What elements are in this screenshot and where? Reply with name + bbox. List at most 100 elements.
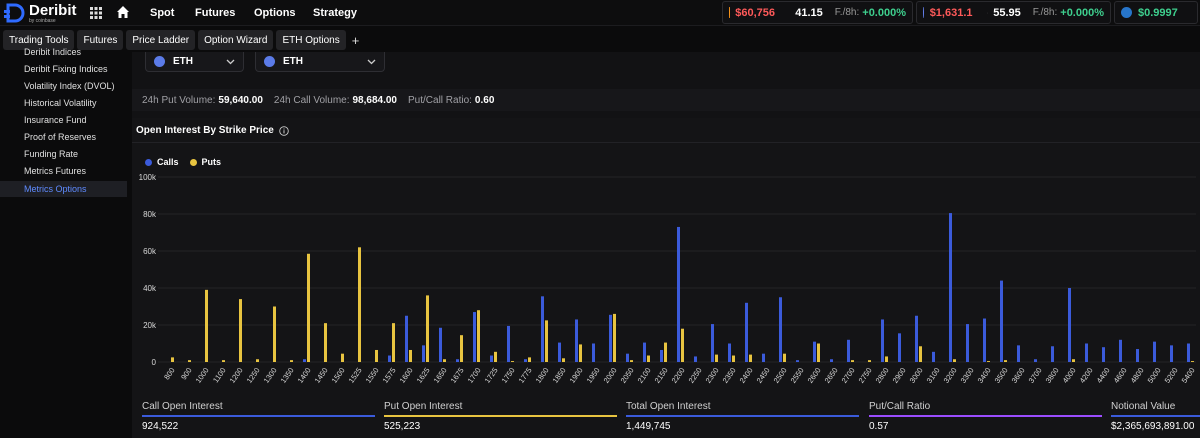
call-volume-value: 98,684.00 bbox=[352, 94, 398, 106]
call-bar bbox=[1102, 347, 1105, 362]
x-tick-label: 3400 bbox=[976, 366, 993, 384]
nav-strategy[interactable]: Strategy bbox=[313, 7, 358, 19]
sidebar-item-deribit-indices[interactable]: Deribit Indices bbox=[24, 47, 82, 57]
x-tick-label: 2400 bbox=[738, 366, 755, 384]
call-bar bbox=[898, 333, 901, 362]
y-tick-label: 100k bbox=[139, 173, 157, 182]
put-bar bbox=[953, 359, 956, 362]
call-bar bbox=[524, 359, 527, 362]
add-tab-icon[interactable]: + bbox=[351, 32, 360, 48]
put-bar bbox=[426, 295, 429, 362]
apps-grid-icon[interactable] bbox=[90, 7, 102, 19]
x-tick-label: 1725 bbox=[483, 366, 500, 384]
put-bar bbox=[1191, 361, 1194, 362]
tab-trading-tools[interactable]: Trading Tools bbox=[3, 30, 75, 50]
x-tick-label: 3700 bbox=[1027, 366, 1044, 384]
chevron-down-icon bbox=[226, 59, 235, 65]
put-bar bbox=[1072, 359, 1075, 362]
call-bar bbox=[966, 324, 969, 362]
put-bar bbox=[324, 323, 327, 362]
put-bar bbox=[868, 360, 871, 362]
sidebar-item-proof-of-reserves[interactable]: Proof of Reserves bbox=[24, 132, 97, 142]
deribit-logo[interactable]: Deribit by coinbase bbox=[4, 2, 77, 24]
put-bar bbox=[1004, 360, 1007, 362]
legend-puts-label[interactable]: Puts bbox=[201, 157, 222, 167]
nav-futures[interactable]: Futures bbox=[195, 7, 236, 19]
x-tick-label: 5400 bbox=[1180, 366, 1197, 384]
call-bar bbox=[422, 345, 425, 362]
btc-dvol: 41.15 bbox=[795, 6, 823, 19]
call-bar bbox=[1187, 343, 1190, 362]
sidebar-item-metrics-options[interactable]: Metrics Options bbox=[0, 181, 127, 197]
legend-puts-dot bbox=[189, 158, 197, 166]
y-tick-label: 40k bbox=[143, 284, 157, 293]
call-bar bbox=[745, 302, 748, 362]
tab-eth-options[interactable]: ETH Options bbox=[276, 30, 346, 50]
btc-funding-label: F./8h: bbox=[834, 7, 860, 18]
put-bar bbox=[477, 310, 480, 362]
nav-spot[interactable]: Spot bbox=[150, 7, 175, 19]
currency-select-1[interactable]: ETH bbox=[145, 52, 244, 72]
stat-notional-value: Notional Value $2,365,693,891.00 bbox=[1101, 398, 1200, 438]
stat-value: 0.57 bbox=[869, 421, 889, 432]
x-tick-label: 2300 bbox=[704, 366, 721, 384]
btc-price: $60,756 bbox=[735, 6, 775, 19]
btc-funding-rate: +0.000% bbox=[862, 6, 906, 19]
info-icon[interactable] bbox=[279, 125, 289, 136]
put-bar bbox=[783, 353, 786, 362]
btc-ticker[interactable]: $60,756 41.15 F./8h: +0.000% bbox=[722, 1, 913, 24]
x-tick-label: 3100 bbox=[925, 366, 942, 384]
home-icon[interactable] bbox=[116, 5, 130, 19]
currency-select-2[interactable]: ETH bbox=[255, 52, 385, 72]
call-bar bbox=[1000, 280, 1003, 362]
x-tick-label: 2750 bbox=[857, 366, 874, 384]
tab-option-wizard[interactable]: Option Wizard bbox=[198, 30, 274, 50]
put-bar bbox=[885, 356, 888, 362]
sidebar-item-dvol[interactable]: Volatility Index (DVOL) bbox=[24, 81, 115, 91]
nav-options[interactable]: Options bbox=[254, 7, 296, 19]
stat-label: Notional Value bbox=[1111, 401, 1176, 412]
x-tick-label: 2800 bbox=[874, 366, 891, 384]
x-tick-label: 2900 bbox=[891, 366, 908, 384]
tab-price-ladder[interactable]: Price Ladder bbox=[126, 30, 196, 50]
put-volume-label: 24h Put Volume: bbox=[142, 94, 216, 106]
sidebar-item-historical-volatility[interactable]: Historical Volatility bbox=[24, 98, 97, 108]
sidebar-item-insurance-fund[interactable]: Insurance Fund bbox=[24, 115, 87, 125]
call-bar bbox=[915, 315, 918, 362]
call-bar bbox=[1153, 341, 1156, 362]
call-bar bbox=[830, 359, 833, 362]
put-bar bbox=[579, 344, 582, 362]
call-bar bbox=[456, 359, 459, 362]
usdc-ticker[interactable]: $0.9997 bbox=[1114, 1, 1198, 24]
x-tick-label: 5000 bbox=[1146, 366, 1163, 384]
put-volume-value: 59,640.00 bbox=[218, 94, 263, 106]
sidebar-item-funding-rate[interactable]: Funding Rate bbox=[24, 149, 79, 159]
put-bar bbox=[358, 247, 361, 362]
stat-value: $2,365,693,891.00 bbox=[1111, 421, 1195, 432]
x-tick-label: 1000 bbox=[194, 366, 211, 384]
call-bar bbox=[847, 339, 850, 362]
legend-calls-label[interactable]: Calls bbox=[157, 157, 179, 167]
sidebar-item-fixing-indices[interactable]: Deribit Fixing Indices bbox=[24, 64, 108, 74]
sidebar-item-metrics-futures[interactable]: Metrics Futures bbox=[24, 166, 87, 176]
eth-ticker[interactable]: $1,631.1 55.95 F./8h: +0.000% bbox=[916, 1, 1111, 24]
x-tick-label: 1250 bbox=[245, 366, 262, 384]
x-tick-label: 3200 bbox=[942, 366, 959, 384]
stat-value: 1,449,745 bbox=[626, 421, 671, 432]
put-bar bbox=[545, 320, 548, 362]
x-tick-label: 2150 bbox=[653, 366, 670, 384]
call-bar bbox=[405, 315, 408, 362]
call-bar bbox=[439, 327, 442, 362]
tab-futures[interactable]: Futures bbox=[77, 30, 124, 50]
x-tick-label: 2700 bbox=[840, 366, 857, 384]
put-bar bbox=[341, 353, 344, 362]
put-bar bbox=[256, 359, 259, 362]
x-tick-label: 3600 bbox=[1010, 366, 1027, 384]
call-bar bbox=[949, 213, 952, 362]
usdc-price: $0.9997 bbox=[1138, 6, 1178, 19]
x-tick-label: 1575 bbox=[381, 366, 398, 384]
put-bar bbox=[732, 355, 735, 362]
put-bar bbox=[409, 349, 412, 362]
put-bar bbox=[749, 354, 752, 362]
call-bar bbox=[1136, 349, 1139, 362]
